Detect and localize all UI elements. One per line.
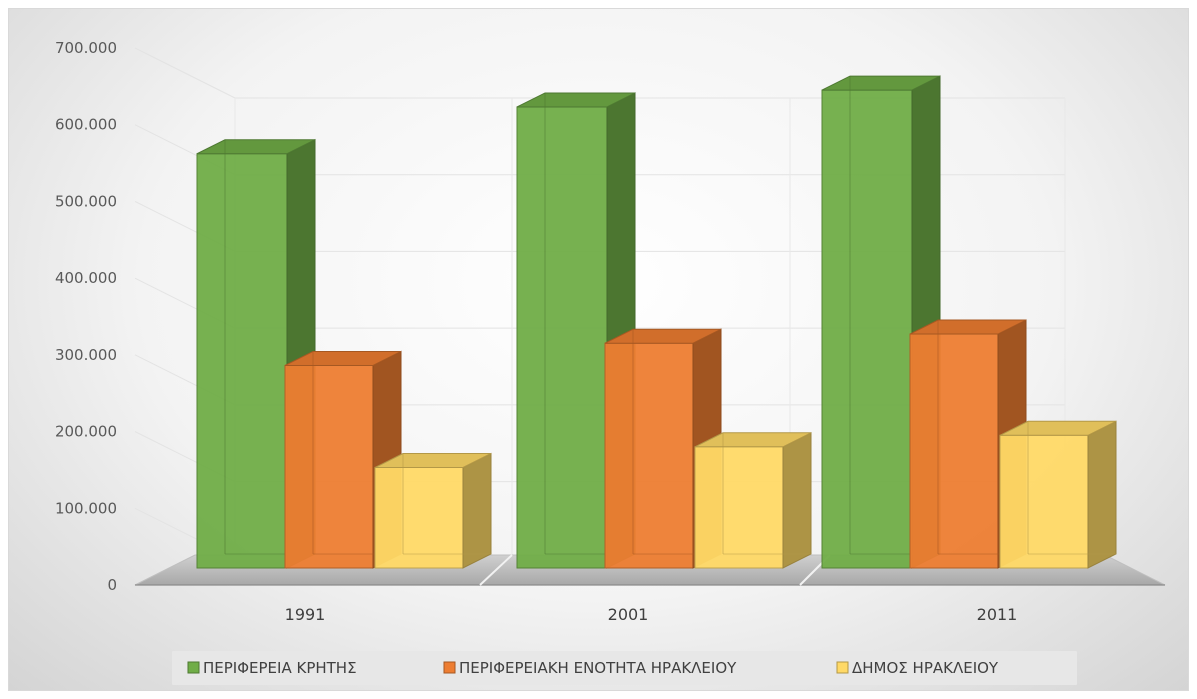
x-tick-label: 2001 [608, 605, 649, 624]
bar [374, 452, 492, 569]
legend-label: ΔΗΜΟΣ ΗΡΑΚΛΕΙΟΥ [852, 659, 999, 677]
legend-label: ΠΕΡΙΦΕΡΕΙΑΚΗ ΕΝΟΤΗΤΑ ΗΡΑΚΛΕΙΟΥ [459, 659, 737, 677]
bar-top [821, 75, 941, 91]
bar-front [604, 342, 694, 569]
bar-front [694, 446, 784, 569]
bar [516, 92, 636, 569]
legend-box [172, 651, 1077, 685]
legend-swatch [443, 661, 456, 674]
y-tick-label: 700.000 [55, 39, 117, 57]
y-tick-label: 0 [107, 576, 117, 594]
y-tick-label: 200.000 [55, 423, 117, 441]
bar [999, 420, 1117, 569]
bar-top [604, 328, 722, 344]
bar-top [196, 139, 316, 155]
bar-front [284, 364, 374, 569]
bar-side [1087, 420, 1117, 569]
bar-top [284, 350, 402, 366]
bar-side [782, 431, 812, 569]
gridline-side [134, 47, 236, 99]
bar-front [196, 153, 288, 569]
bar-top [516, 92, 636, 108]
bar-front [821, 89, 913, 569]
y-tick-label: 600.000 [55, 116, 117, 134]
bar [694, 431, 812, 569]
y-tick-label: 100.000 [55, 499, 117, 517]
bar-top [999, 420, 1117, 436]
bar-top [374, 453, 492, 469]
y-tick-label: 500.000 [55, 192, 117, 210]
y-tick-label: 400.000 [55, 269, 117, 287]
bar-top [909, 319, 1027, 335]
bar-top [694, 432, 812, 448]
bars [196, 75, 1117, 569]
y-axis: 0 100.000 200.000 300.000 400.000 500.000 600.… [55, 39, 117, 594]
x-tick-label: 1991 [285, 605, 326, 624]
bar-front [909, 333, 999, 569]
x-tick-label: 2011 [977, 605, 1018, 624]
y-tick-label: 300.000 [55, 346, 117, 364]
bar-front [999, 434, 1089, 569]
bar-side [462, 452, 492, 569]
legend: ΠΕΡΙΦΕΡΕΙΑ ΚΡΗΤΗΣ ΠΕΡΙΦΕΡΕΙΑΚΗ ΕΝΟΤΗΤΑ ΗΡ… [172, 651, 1077, 685]
floor-divider [479, 554, 513, 586]
legend-swatch [187, 661, 200, 674]
legend-label: ΠΕΡΙΦΕΡΕΙΑ ΚΡΗΤΗΣ [203, 659, 357, 677]
bar-front [516, 106, 608, 569]
bar-front [374, 467, 464, 569]
legend-swatch [836, 661, 849, 674]
x-axis: 1991 2001 2011 [285, 605, 1018, 624]
